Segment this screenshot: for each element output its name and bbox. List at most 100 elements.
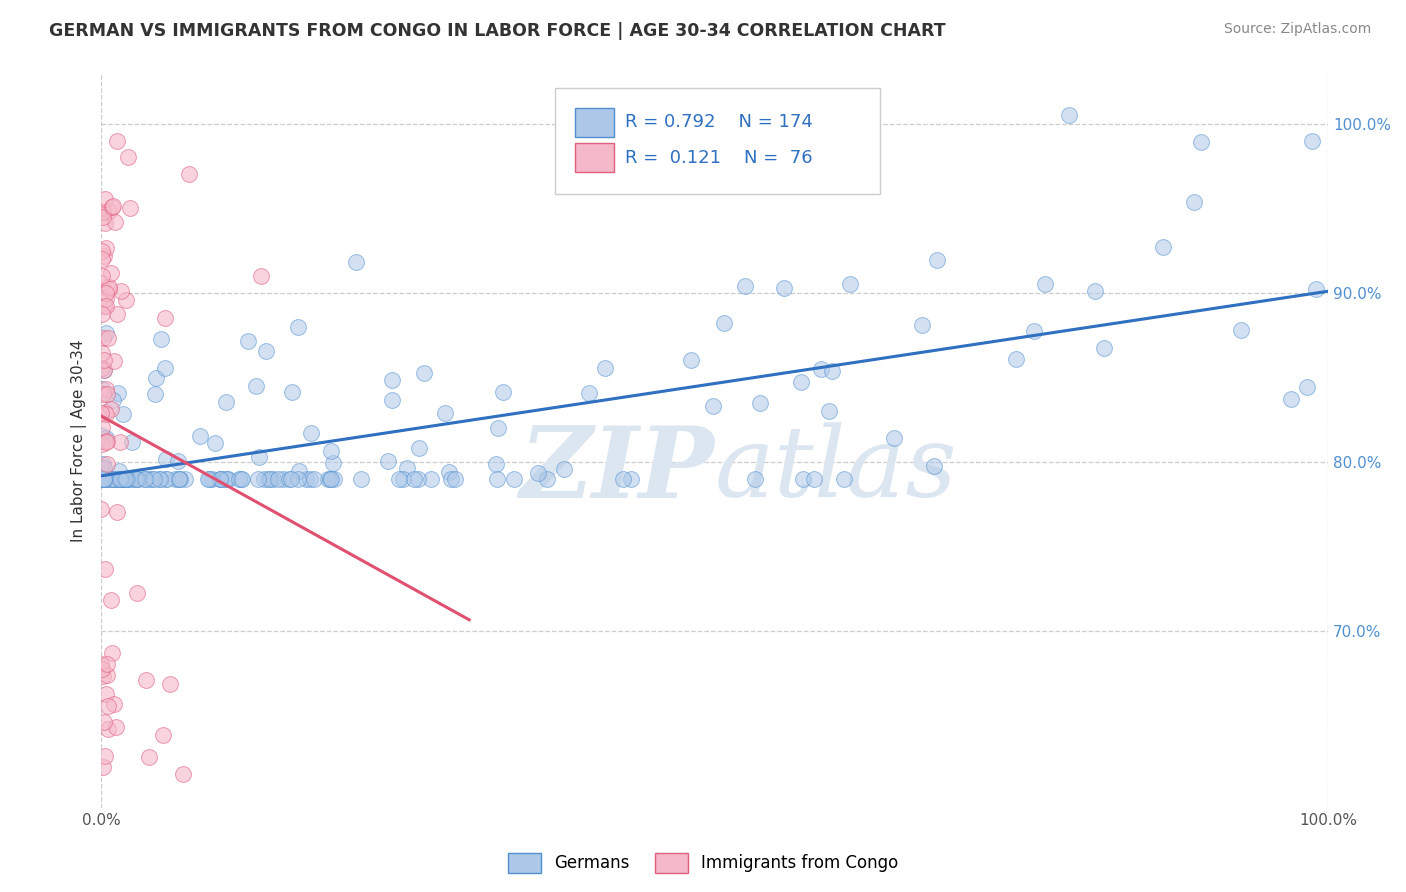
Point (148, 471, 170, 485)
Point (408, 442, 430, 456)
Point (280, 471, 302, 485)
Point (125, 471, 148, 485)
Point (108, 471, 131, 485)
Point (150, 332, 173, 346)
Point (1182, 194, 1205, 209)
FancyBboxPatch shape (575, 108, 614, 137)
Point (104, 471, 127, 485)
Point (96, 457, 118, 471)
Point (1301, 134, 1323, 148)
Point (214, 471, 236, 485)
Point (105, 471, 128, 485)
Point (322, 471, 344, 485)
Point (485, 471, 508, 485)
Point (97, 471, 120, 485)
Point (188, 429, 211, 443)
Point (883, 431, 905, 445)
Point (96, 434, 118, 448)
Point (101, 199, 124, 213)
Point (444, 471, 467, 485)
Point (94, 430, 117, 444)
Point (316, 471, 339, 485)
Point (503, 471, 526, 485)
Point (91, 662, 114, 676)
Point (94, 562, 117, 576)
Point (536, 471, 558, 485)
Point (91, 457, 114, 471)
Point (90, 471, 112, 485)
Point (115, 471, 138, 485)
Point (145, 371, 167, 385)
Point (792, 471, 814, 485)
Point (821, 364, 844, 378)
Point (396, 460, 419, 475)
Point (97, 698, 120, 713)
Point (155, 311, 177, 326)
Text: R =  0.121    N =  76: R = 0.121 N = 76 (626, 148, 813, 167)
Point (277, 471, 299, 485)
Point (90, 244, 112, 259)
Point (155, 452, 177, 467)
Point (578, 385, 600, 400)
Point (1092, 342, 1115, 356)
Point (94, 293, 117, 307)
Point (702, 399, 724, 413)
Point (115, 471, 138, 485)
Point (110, 284, 132, 298)
Point (231, 471, 253, 485)
Point (612, 471, 634, 485)
Point (381, 373, 404, 387)
Point (485, 457, 508, 471)
Point (288, 464, 311, 478)
Point (271, 471, 294, 485)
Point (593, 360, 616, 375)
Point (91, 471, 114, 485)
Point (93, 471, 115, 485)
Point (209, 471, 232, 485)
Text: R = 0.792    N = 174: R = 0.792 N = 174 (626, 113, 813, 131)
Point (103, 354, 125, 368)
Point (97, 722, 120, 736)
Point (127, 586, 149, 600)
Point (91, 210, 114, 224)
Point (253, 471, 276, 485)
Point (927, 252, 949, 267)
Point (344, 255, 367, 269)
Point (215, 394, 238, 409)
Point (486, 421, 509, 435)
Point (402, 471, 425, 485)
Point (101, 646, 124, 660)
Point (96, 407, 118, 421)
Point (1059, 108, 1081, 122)
Point (93, 192, 115, 206)
Point (177, 167, 200, 181)
Point (93, 471, 115, 485)
Point (1279, 392, 1302, 406)
Point (143, 387, 166, 401)
Point (97, 204, 120, 219)
Point (111, 471, 134, 485)
Point (96, 326, 118, 340)
Point (1305, 282, 1327, 296)
Point (93, 249, 115, 263)
Point (1191, 135, 1213, 149)
Point (105, 505, 128, 519)
Point (103, 471, 125, 485)
Point (91, 760, 114, 774)
Point (93, 353, 115, 368)
Point (100, 471, 122, 485)
Point (299, 425, 322, 440)
Point (236, 334, 259, 348)
Point (96, 657, 118, 672)
Point (94, 285, 117, 300)
Point (254, 344, 277, 359)
Point (134, 471, 156, 485)
Point (744, 471, 766, 485)
Point (94, 687, 117, 701)
Point (93, 299, 115, 313)
Point (553, 462, 575, 476)
Point (217, 471, 239, 485)
Point (143, 471, 166, 485)
Point (349, 471, 371, 485)
Text: GERMAN VS IMMIGRANTS FROM CONGO IN LABOR FORCE | AGE 30-34 CORRELATION CHART: GERMAN VS IMMIGRANTS FROM CONGO IN LABOR… (49, 22, 946, 40)
